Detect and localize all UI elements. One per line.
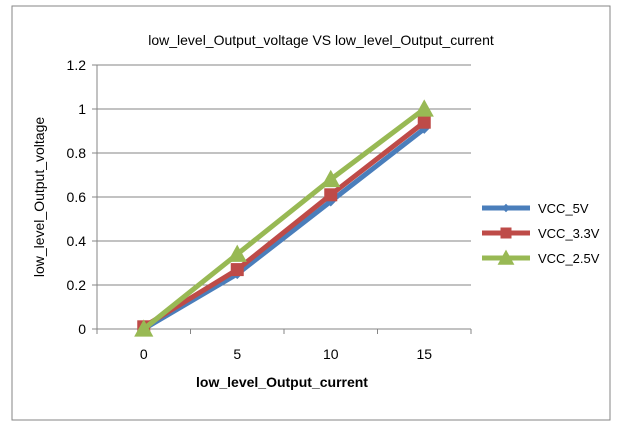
x-tick-label: 5 <box>233 346 241 362</box>
legend-item: VCC_5V <box>482 201 589 216</box>
gridlines <box>97 64 471 286</box>
data-point-marker <box>417 115 431 129</box>
y-tick-label: 1 <box>78 101 86 117</box>
y-tick-label: 0.6 <box>67 189 87 205</box>
y-tick-label: 0.8 <box>67 145 87 161</box>
series-line <box>141 106 427 332</box>
chart-title: low_level_Output_voltage VS low_level_Ou… <box>148 32 494 48</box>
data-point-marker <box>321 169 341 188</box>
y-tick-label: 0 <box>78 321 86 337</box>
y-tick-label: 1.2 <box>67 57 87 73</box>
data-point-marker <box>501 203 511 213</box>
x-tick-label: 15 <box>416 346 432 362</box>
legend-item: VCC_3.3V <box>482 226 600 241</box>
y-axis-title: low_level_Output_voltage <box>31 117 47 278</box>
legend-label: VCC_5V <box>538 201 589 216</box>
data-point-marker <box>134 319 154 337</box>
data-point-marker <box>324 188 338 202</box>
legend-label: VCC_3.3V <box>538 226 600 241</box>
x-axis-title: low_level_Output_current <box>196 374 368 390</box>
data-point-marker <box>500 227 512 239</box>
x-tick-label: 0 <box>140 346 148 362</box>
x-tick-label: 10 <box>323 346 339 362</box>
legend: VCC_5V VCC_3.3V VCC_2.5V <box>482 201 600 266</box>
data-point-marker <box>230 263 244 277</box>
series-line <box>141 126 427 332</box>
axes: 0 0.2 0.4 0.6 0.8 1 1.2 0 5 10 15 <box>67 57 472 362</box>
legend-label: VCC_2.5V <box>538 251 600 266</box>
y-tick-label: 0.2 <box>67 277 87 293</box>
legend-item: VCC_2.5V <box>482 249 600 266</box>
series-VCC_2.5V <box>134 99 434 337</box>
data-point-marker <box>414 99 434 117</box>
y-tick-label: 0.4 <box>67 233 87 249</box>
series-layer <box>134 99 434 337</box>
series-line <box>141 119 427 330</box>
data-point-marker <box>227 244 247 262</box>
data-point-marker <box>497 249 515 265</box>
